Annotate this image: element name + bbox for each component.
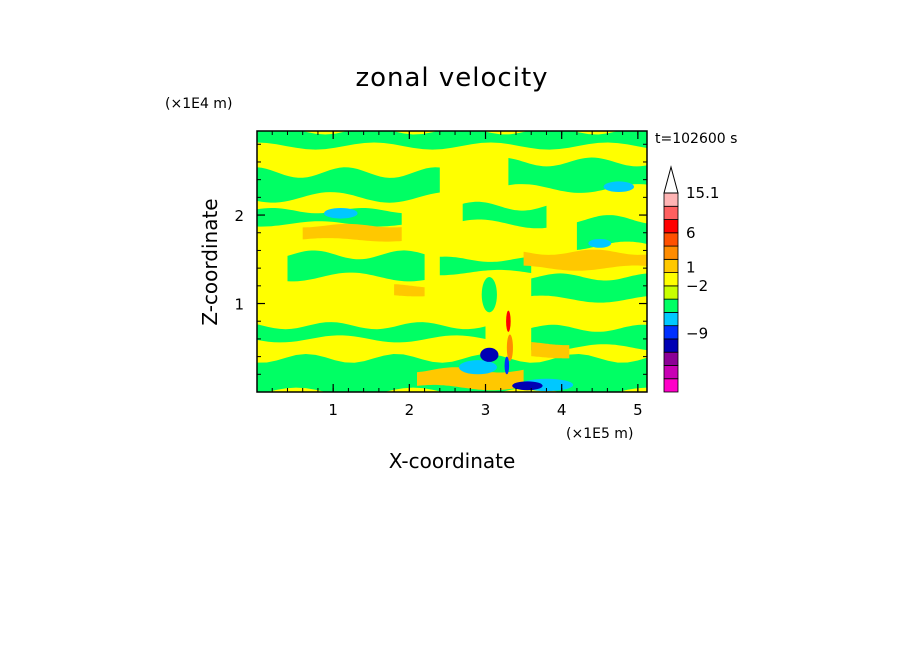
colorbar-level [663,205,679,220]
y-multiplier-label: (×1E4 m) [165,96,232,112]
contour-blob [504,356,510,375]
colorbar-level [663,311,679,327]
colorbar-label: 6 [686,224,696,242]
contour-band [287,250,425,282]
colorbar-extend-arrow [663,165,679,194]
contour-band [394,284,425,297]
contour-band [257,322,486,343]
contour-blob [480,347,499,362]
contour-blob [324,207,358,219]
contour-band [531,324,647,352]
contour-blob [512,381,543,391]
x-tick-label: 4 [557,401,567,419]
x-tick-label: 2 [405,401,415,419]
contour-blob [506,310,511,332]
colorbar-level [663,365,679,380]
contour-band [523,249,647,271]
contour-band [257,208,402,227]
colorbar-level [663,351,679,366]
colorbar-label: −9 [686,325,708,343]
contour-band [531,342,570,359]
x-axis-label: X-coordinate [389,449,516,473]
contour-blob [603,181,635,193]
colorbar-level [663,272,679,287]
x-tick-label: 1 [328,401,338,419]
colorbar-level [663,245,679,260]
colorbar-level [663,378,679,393]
contour-band [417,367,524,391]
y-tick-label: 2 [234,207,244,225]
colorbar-level [663,298,679,313]
colorbar-level [663,258,679,274]
colorbar-level [663,232,679,247]
time-label: t=102600 s [655,131,737,147]
contour-band [257,167,440,203]
contour-band [302,223,402,242]
chart-title: zonal velocity [355,63,548,93]
plot-frame [256,130,648,393]
colorbar-level [663,338,679,353]
y-axis-label: Z-coordinate [198,198,222,325]
colorbar-level [663,192,679,207]
contour-blob [458,360,497,375]
colorbar-label: −2 [686,277,708,295]
colorbar-label: 15.1 [686,184,719,202]
contour-blob [481,276,497,313]
colorbar-level [663,325,679,340]
contour-blob [506,334,513,362]
contour-band [531,273,647,303]
contour-band [257,131,647,150]
colorbar: 15.1 6 1−2 −9 [663,165,719,393]
x-tick-label: 3 [481,401,491,419]
contour-band [439,256,532,276]
y-tick-label: 1 [234,296,244,314]
colorbar-label: 1 [686,258,696,276]
contour-band [462,201,547,229]
axis-ticks: 1 2 3 4 5 1 2 [234,131,647,419]
x-tick-label: 5 [633,401,643,419]
colorbar-level [663,219,679,234]
velocity-field [257,131,647,392]
colorbar-level [663,285,679,300]
contour-blob [588,238,612,248]
x-multiplier-label: (×1E5 m) [566,426,633,442]
